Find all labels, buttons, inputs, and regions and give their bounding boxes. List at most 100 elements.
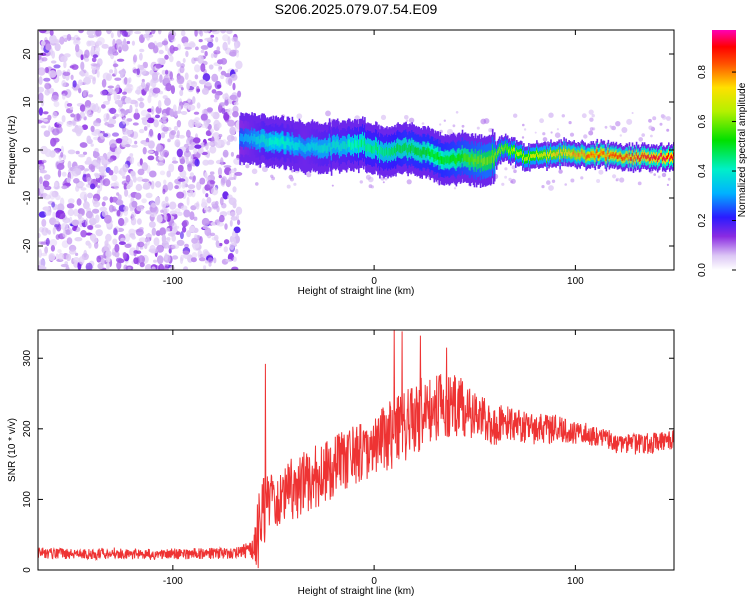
y-tick-label: 100	[22, 491, 33, 508]
noise-blob	[195, 46, 199, 51]
spectral-track-cell	[277, 137, 280, 146]
spectral-track-cell	[641, 152, 644, 157]
noise-blob	[147, 33, 154, 38]
spectral-track-cell	[486, 157, 489, 165]
colorbar-tick-label: 0.2	[697, 213, 708, 227]
noise-blob	[110, 32, 114, 39]
noise-blob	[44, 89, 50, 96]
spectral-track-cell	[475, 159, 478, 167]
noise-blob	[223, 165, 232, 169]
noise-blob	[113, 92, 118, 102]
spectral-track-cell	[374, 145, 376, 154]
spectral-track-cell	[580, 151, 582, 156]
spectral-track-cell	[427, 146, 429, 155]
faint-spectral-point	[561, 114, 565, 118]
spectral-track-cell	[632, 158, 635, 163]
noise-blob	[146, 123, 151, 128]
noise-blob	[223, 246, 228, 253]
noise-blob	[123, 38, 127, 47]
spectral-track-cell	[536, 150, 538, 155]
spectral-track-cell	[527, 156, 529, 161]
noise-blob	[222, 41, 228, 51]
noise-blob	[171, 160, 179, 164]
faint-spectral-point	[604, 125, 608, 129]
spectral-track-cell	[304, 146, 307, 154]
noise-blob	[63, 38, 68, 42]
spectral-track-cell	[634, 157, 637, 161]
spectral-track-cell	[414, 147, 416, 156]
noise-blob	[76, 198, 82, 206]
spectral-track-cell	[465, 154, 468, 163]
noise-blob	[70, 74, 74, 81]
faint-spectral-point	[588, 109, 594, 115]
noise-blob	[44, 246, 48, 254]
spectral-track-cell	[602, 150, 605, 155]
spectral-track-cell	[303, 144, 306, 153]
spectral-track-cell	[590, 151, 593, 156]
faint-spectral-point	[539, 118, 544, 124]
spectral-track-cell	[515, 153, 517, 158]
noise-blob	[229, 243, 235, 251]
spectral-track-cell	[353, 143, 355, 151]
noise-blob	[62, 154, 66, 161]
noise-blob	[131, 144, 138, 148]
snr-frame	[37, 329, 675, 571]
noise-blob	[116, 42, 124, 51]
spectral-track-cell	[497, 149, 500, 154]
faint-spectral-point	[504, 175, 507, 179]
faint-spectral-point	[504, 167, 508, 171]
spectral-track-cell	[408, 144, 410, 153]
noise-blob	[222, 34, 230, 42]
spectral-track-cell	[601, 151, 604, 156]
noise-blob	[219, 102, 226, 106]
spectral-track-cell	[336, 139, 339, 147]
noise-blob	[109, 139, 117, 148]
spectral-track-cell	[511, 147, 513, 152]
noise-blob	[194, 30, 198, 37]
noise-blob	[186, 82, 190, 90]
spectral-track-cell	[391, 146, 393, 155]
spectral-track-cell	[662, 155, 665, 160]
noise-blob	[39, 192, 44, 199]
faint-spectral-point	[404, 115, 409, 120]
noise-blob	[145, 264, 153, 270]
spectrogram-x-ticks: -100 0 100	[163, 30, 584, 287]
noise-blob	[183, 266, 189, 270]
spectral-track-cell	[494, 151, 497, 156]
noise-blob	[92, 77, 96, 85]
faint-spectral-point	[598, 169, 604, 175]
noise-blob	[75, 125, 84, 134]
noise-blob	[120, 68, 127, 75]
faint-spectral-point	[443, 119, 446, 122]
noise-blob	[130, 171, 136, 177]
spectral-track-cell	[253, 133, 255, 142]
spectral-track-cell	[287, 137, 290, 145]
noise-blob	[72, 257, 80, 263]
spectral-track-cell	[441, 156, 444, 164]
noise-blob	[172, 156, 177, 162]
spectral-track-cell	[563, 147, 565, 152]
spectral-track-cell	[598, 154, 601, 159]
spectral-track-cell	[573, 150, 575, 155]
noise-blob	[141, 198, 147, 204]
noise-blob	[38, 76, 43, 85]
noise-blob	[186, 196, 190, 206]
noise-blob	[68, 249, 77, 255]
spectral-track-cell	[328, 139, 331, 147]
noise-blob	[107, 158, 114, 163]
spectral-track-cell	[547, 151, 549, 156]
spectral-track-cell	[505, 146, 508, 151]
faint-spectral-point	[270, 174, 274, 178]
spectral-track-cell	[296, 142, 299, 150]
spectral-track-cell	[297, 142, 300, 151]
noise-blob	[87, 40, 96, 46]
spectral-track-cell	[356, 141, 358, 149]
noise-blob	[47, 211, 51, 216]
noise-blob	[133, 112, 140, 120]
spectral-track-cell	[614, 153, 617, 158]
noise-blob	[94, 129, 101, 134]
faint-spectral-point	[370, 185, 374, 189]
noise-blob	[237, 219, 241, 226]
noise-blob	[51, 202, 55, 208]
spectral-track-cell	[308, 143, 311, 151]
